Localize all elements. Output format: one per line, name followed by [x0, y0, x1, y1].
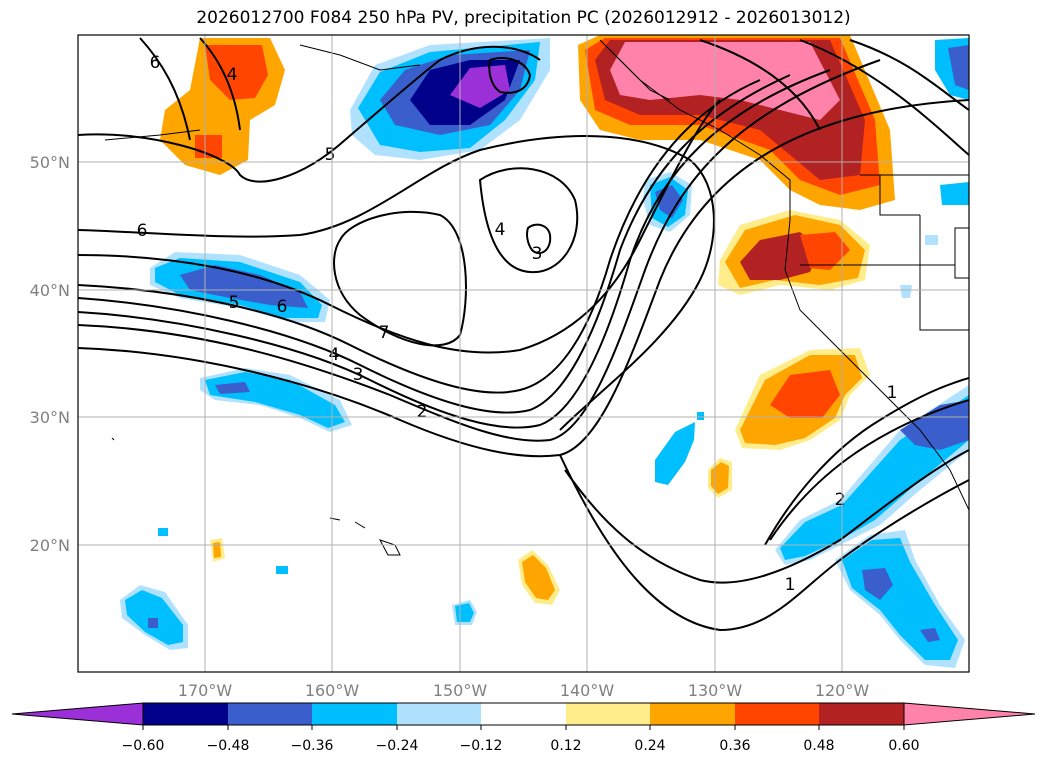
- colorbar-tick-label: 0.24: [634, 738, 665, 754]
- lon-tick-label: 160°W: [305, 681, 360, 700]
- map-title: 2026012700 F084 250 hPa PV, precipitatio…: [196, 8, 851, 28]
- colorbar-extend-min: [11, 702, 144, 726]
- contour-label: 1: [887, 383, 898, 403]
- lon-tick-label: 170°W: [178, 681, 233, 700]
- contour-label: 6: [137, 221, 148, 241]
- contour-label: 2: [835, 490, 846, 510]
- contour-labels: 6 5 6 5 6 7 4 3 2 4 3 1 2 1 4: [137, 53, 898, 595]
- lat-tick-label: 20°N: [30, 536, 70, 555]
- lat-tick-label: 40°N: [30, 281, 70, 300]
- gridlines: [78, 35, 969, 672]
- colorbar-tick-label: 0.60: [888, 738, 919, 754]
- coastlines: [104, 39, 969, 556]
- lon-axis: 170°W 160°W 150°W 140°W 130°W 120°W: [178, 681, 870, 700]
- colorbar-tick-label: 0.12: [550, 738, 581, 754]
- contour-label: 1: [785, 575, 796, 595]
- colorbar-segment: [228, 703, 312, 725]
- contour-label: 7: [379, 323, 390, 343]
- colorbar: −0.60 −0.48 −0.36 −0.24 −0.12 0.12 0.24 …: [11, 702, 1036, 754]
- lon-tick-label: 120°W: [815, 681, 870, 700]
- contour-label: 5: [229, 293, 240, 313]
- contour-label: 4: [329, 345, 340, 365]
- map-border: [77, 34, 970, 673]
- colorbar-tick-label: −0.60: [122, 738, 165, 754]
- colorbar-tick-label: −0.12: [460, 738, 503, 754]
- pv-contours: [78, 37, 969, 632]
- lon-tick-label: 130°W: [688, 681, 743, 700]
- contour-label: 2: [417, 402, 428, 422]
- contour-label: 4: [227, 65, 238, 85]
- lon-tick-label: 150°W: [433, 681, 488, 700]
- contour-label: 3: [353, 365, 364, 385]
- colorbar-tick-label: −0.48: [207, 738, 250, 754]
- colorbar-segment: [566, 703, 650, 725]
- colorbar-segment: [819, 703, 904, 725]
- lat-axis: 50°N 40°N 30°N 20°N: [30, 153, 70, 555]
- contour-label: 6: [277, 297, 288, 317]
- precipitation-shading: [120, 35, 969, 668]
- contour-label: 5: [325, 145, 336, 165]
- colorbar-segment: [481, 703, 566, 725]
- colorbar-segment: [397, 703, 481, 725]
- colorbar-segment: [143, 703, 228, 725]
- colorbar-segment: [735, 703, 819, 725]
- contour-label: 6: [150, 53, 161, 73]
- colorbar-tick-label: −0.24: [376, 738, 419, 754]
- colorbar-segment: [650, 703, 735, 725]
- lat-tick-label: 50°N: [30, 153, 70, 172]
- colorbar-segment: [312, 703, 397, 725]
- colorbar-extend-max: [903, 702, 1036, 726]
- lat-tick-label: 30°N: [30, 408, 70, 427]
- lon-tick-label: 140°W: [560, 681, 615, 700]
- colorbar-tick-label: 0.36: [719, 738, 750, 754]
- contour-label: 4: [495, 220, 506, 240]
- contour-label: 3: [532, 244, 543, 264]
- colorbar-tick-label: 0.48: [803, 738, 834, 754]
- colorbar-tick-label: −0.36: [291, 738, 334, 754]
